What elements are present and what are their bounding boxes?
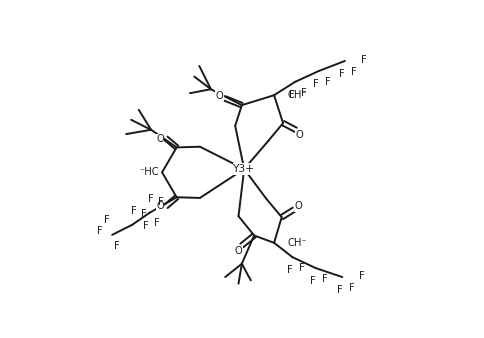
- Text: F: F: [361, 55, 366, 65]
- Text: CH⁻: CH⁻: [287, 90, 306, 100]
- Text: F: F: [158, 197, 164, 207]
- Text: CH⁻: CH⁻: [287, 238, 306, 248]
- Text: F: F: [114, 241, 120, 251]
- Text: F: F: [288, 90, 294, 99]
- Text: F: F: [358, 271, 363, 281]
- Text: F: F: [312, 78, 318, 89]
- Text: F: F: [140, 209, 146, 219]
- Text: F: F: [96, 226, 102, 237]
- Text: F: F: [104, 215, 110, 225]
- Text: O: O: [295, 130, 302, 140]
- Text: F: F: [298, 263, 304, 273]
- Text: O: O: [234, 246, 242, 257]
- Text: F: F: [338, 69, 344, 79]
- Text: F: F: [348, 283, 354, 293]
- Text: F: F: [309, 276, 315, 286]
- Text: F: F: [153, 218, 159, 228]
- Text: O: O: [215, 91, 223, 101]
- Text: F: F: [325, 77, 331, 87]
- Text: O: O: [293, 201, 301, 211]
- Text: F: F: [301, 88, 306, 98]
- Text: F: F: [350, 67, 356, 77]
- Text: F: F: [131, 206, 136, 216]
- Text: F: F: [143, 220, 149, 231]
- Text: ⁻HC: ⁻HC: [139, 167, 158, 177]
- Text: O: O: [156, 200, 164, 211]
- Text: O: O: [156, 134, 164, 144]
- Text: F: F: [286, 265, 292, 275]
- Text: Y3+: Y3+: [233, 164, 255, 174]
- Text: F: F: [148, 194, 153, 204]
- Text: F: F: [336, 285, 342, 295]
- Text: F: F: [321, 274, 327, 284]
